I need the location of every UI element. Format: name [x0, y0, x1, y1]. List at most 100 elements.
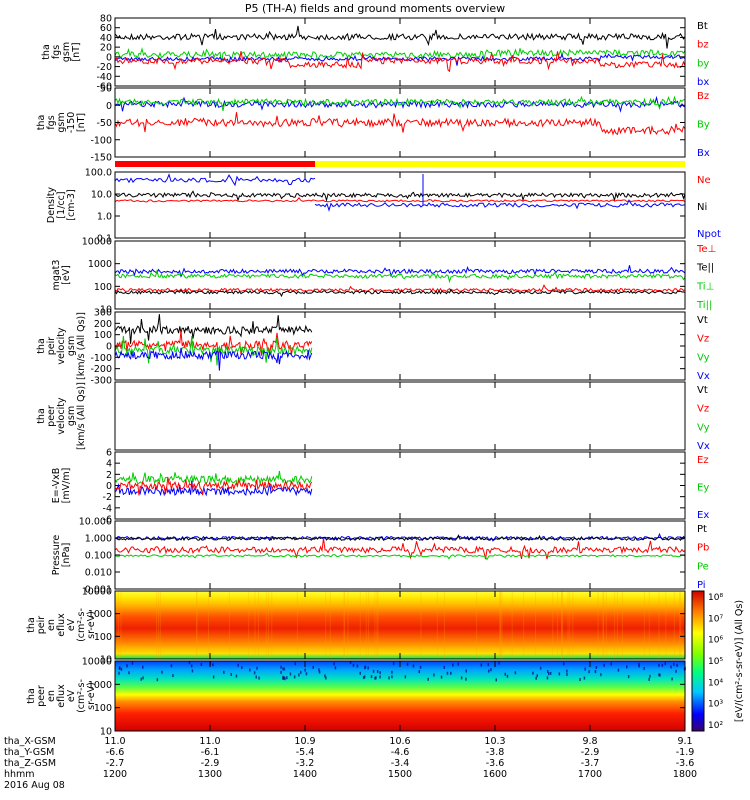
y-tick-label: 1000 [88, 609, 112, 620]
spectrogram-streak [208, 591, 209, 659]
x-row-value: 10.6 [389, 736, 410, 747]
y-tick-label: 10.000 [79, 517, 112, 528]
spectrogram-speckle [406, 662, 409, 666]
spectrogram-streak [248, 591, 250, 659]
x-row-value: -6.6 [106, 747, 125, 758]
spectrogram-speckle [256, 666, 258, 670]
panel-ylabel: peir [36, 616, 47, 635]
legend-npot: Npot [697, 229, 721, 240]
panel-frame [114, 381, 686, 451]
spectrogram-streak [420, 591, 422, 659]
spectrogram-speckle [536, 674, 538, 678]
spectrogram-speckle [200, 663, 203, 666]
legend-pe: Pe [697, 561, 709, 572]
bz-trace [114, 51, 686, 73]
legend-vt: Vt [697, 315, 708, 326]
y-tick-label: 0.1 [97, 234, 112, 245]
spectrogram-speckle [391, 670, 393, 674]
spectrogram-speckle [359, 671, 361, 675]
spectrogram-streak [572, 591, 574, 659]
y-tick-label: 0.001 [85, 585, 112, 596]
spectrogram-streak [476, 591, 478, 659]
spectrogram-speckle [649, 674, 651, 678]
panel-ylabel: gsm [56, 112, 67, 132]
y-tick-label: 10 [100, 305, 112, 316]
spectrogram-streak [500, 591, 502, 659]
spectrogram-speckle [504, 672, 506, 676]
spectrogram-streak [196, 591, 198, 659]
x-row-value: 1500 [388, 769, 412, 780]
spectrogram-speckle [558, 672, 561, 676]
spectrogram-streak [499, 591, 501, 659]
spectrogram-speckle [293, 675, 296, 679]
x-row-value: 11.0 [199, 736, 220, 747]
panel-ylabel: [1/cc] [56, 191, 67, 218]
x-row-value: 10.9 [294, 736, 315, 747]
ion-spectrogram [115, 591, 685, 659]
spectrogram-streak [436, 591, 438, 659]
y-tick-label: 100 [94, 703, 112, 714]
spectrogram-speckle [391, 675, 393, 679]
by-trace [114, 95, 686, 111]
spectrogram-speckle [294, 662, 296, 666]
panel-frame [114, 311, 686, 381]
spectrogram-speckle [235, 674, 238, 678]
spectrogram-streak [376, 591, 378, 659]
x-row-value: 1200 [103, 769, 127, 780]
spectrogram-speckle [465, 677, 467, 681]
te-perp-trace [114, 284, 686, 293]
spectrogram-speckle [594, 670, 597, 674]
legend-by: By [697, 120, 710, 131]
spectrogram-speckle [170, 664, 173, 668]
panel-ylabel: [nT] [71, 42, 82, 61]
bz-trace [114, 112, 686, 136]
spectrogram-streak [365, 591, 367, 659]
spectrogram-speckle [118, 671, 120, 675]
y-tick-label: -100 [90, 353, 112, 364]
spectrogram-speckle [140, 677, 142, 681]
panel-ylabel: sr-eV) [86, 611, 97, 639]
spectrogram-speckle [298, 673, 300, 677]
spectrogram-speckle [212, 675, 215, 679]
panel-ylabel: tha [41, 44, 52, 60]
spectrogram-speckle [367, 666, 369, 670]
spectrogram-speckle [583, 676, 586, 680]
y-tick-label: -100 [90, 135, 112, 146]
panel-ylabel: gsm [66, 406, 77, 426]
spectrogram-speckle [333, 662, 335, 666]
spectrogram-speckle [648, 677, 650, 681]
spectrogram-speckle [249, 668, 251, 672]
spectrogram-speckle [223, 670, 225, 674]
npot-trace [314, 199, 686, 212]
spectrogram-streak [673, 591, 675, 659]
spectrogram-speckle [188, 661, 191, 665]
spectrogram-speckle [603, 663, 605, 667]
spectrogram-speckle [460, 676, 463, 680]
spectrogram-streak [258, 591, 259, 659]
y-tick-label: 0 [106, 101, 112, 112]
spectrogram-speckle [549, 671, 552, 675]
y-tick-label: 1.000 [85, 534, 112, 545]
legend-vz: Vz [697, 334, 709, 345]
panel-ylabel: peer [36, 685, 47, 707]
spectrogram-speckle [548, 672, 550, 676]
spectrogram-speckle [673, 663, 675, 666]
te-par-trace [114, 288, 686, 298]
panel-ylabel: E=-VxB [51, 468, 62, 503]
y-tick-label: 100 [94, 632, 112, 643]
spectrogram-speckle [427, 677, 429, 681]
spectrogram-speckle [388, 676, 390, 680]
spectrogram-speckle [506, 674, 509, 678]
panel-ylabel: eV [66, 689, 77, 702]
spectrogram-speckle [364, 666, 366, 670]
x-row-value: -2.9 [201, 758, 220, 769]
spectrogram-speckle [318, 670, 321, 674]
spectrogram-speckle [289, 672, 292, 676]
colorbar-tick-label: 10⁵ [708, 657, 723, 667]
legend-vx: Vx [697, 371, 710, 382]
spectrogram-streak [343, 591, 345, 659]
spectrogram-streak [444, 591, 445, 659]
spectrogram-streak [621, 591, 623, 659]
y-tick-label: 100 [94, 282, 112, 293]
y-tick-label: 1000 [88, 259, 112, 270]
